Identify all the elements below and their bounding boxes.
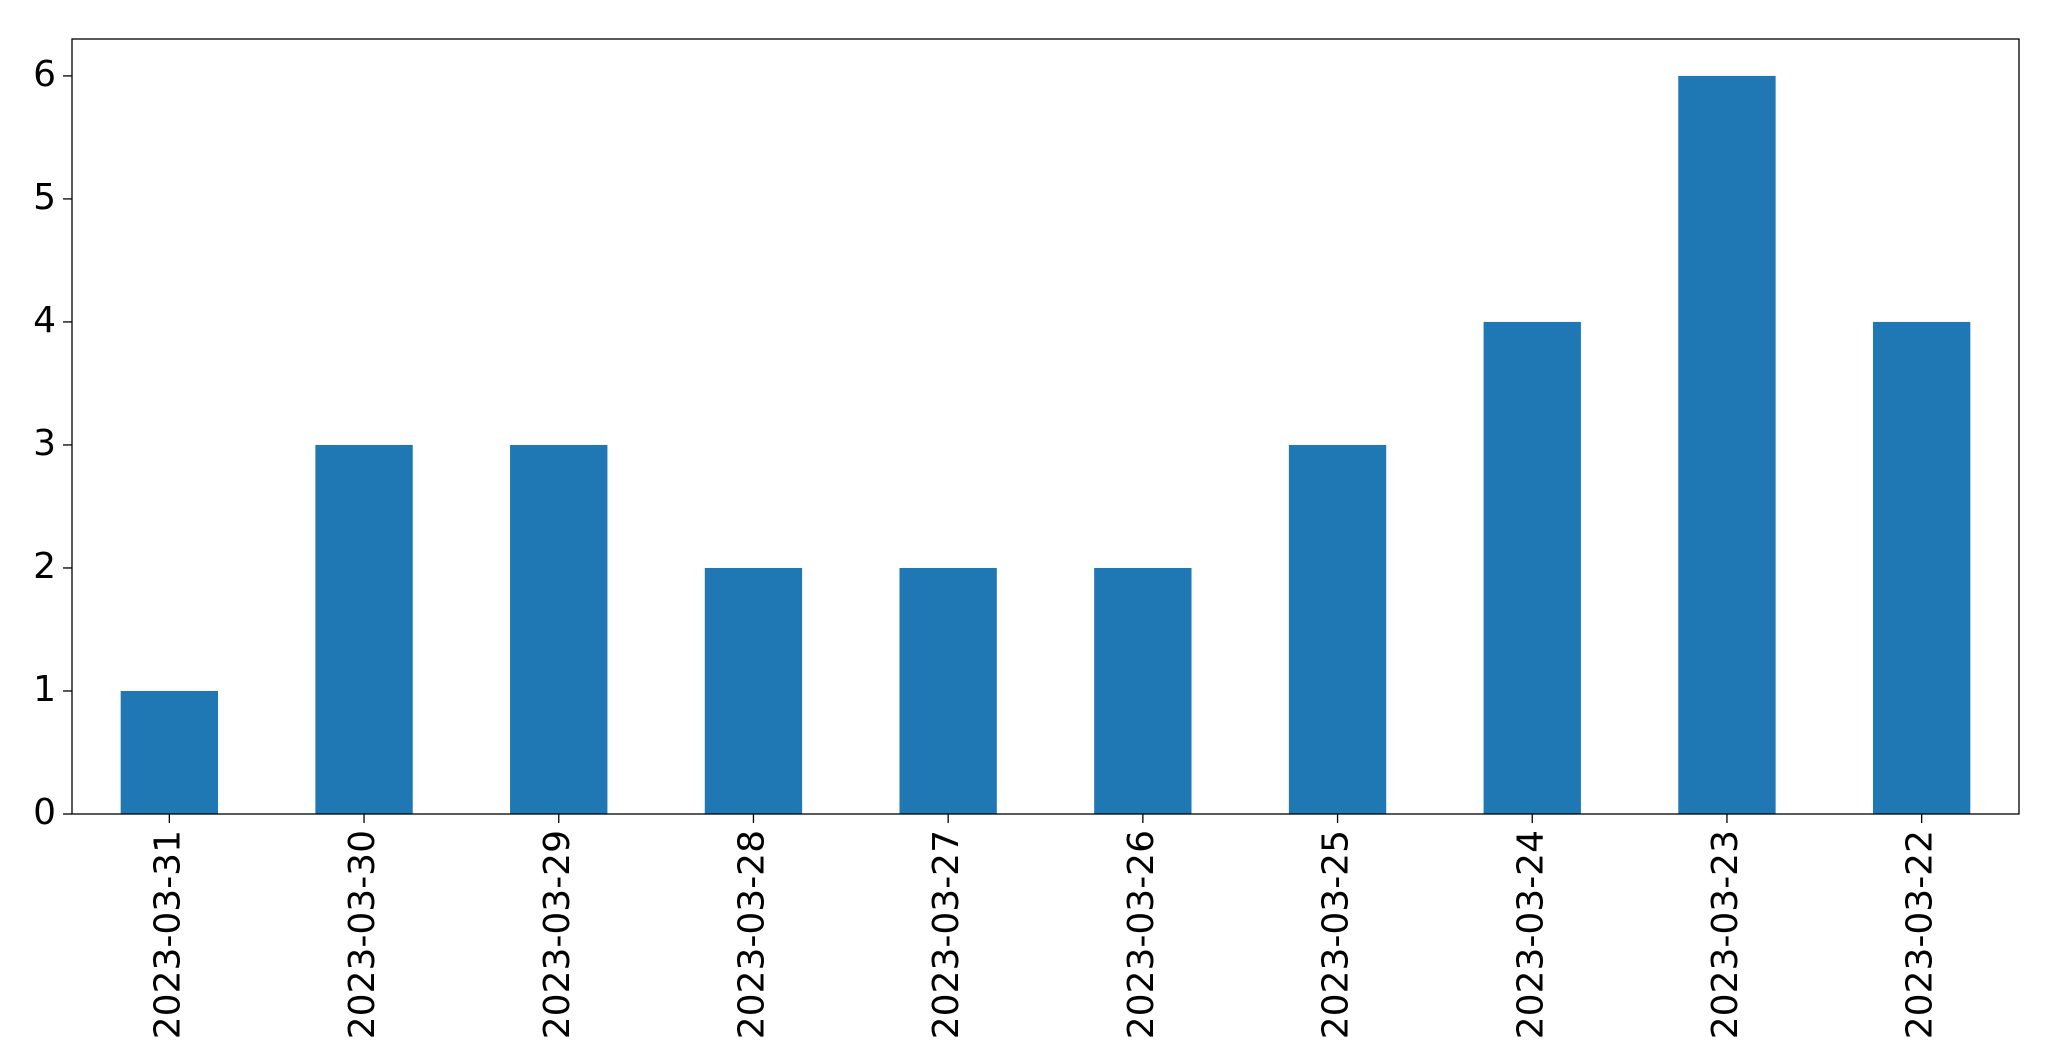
bar bbox=[1094, 567, 1192, 814]
y-tick-label: 3 bbox=[33, 423, 56, 464]
y-tick-label: 1 bbox=[33, 669, 56, 710]
plot-frame bbox=[71, 38, 2020, 815]
y-tick-label: 2 bbox=[33, 546, 56, 587]
bar bbox=[1872, 321, 1971, 814]
x-tick-label: 2023-03-31 bbox=[147, 830, 188, 1039]
y-tick-label: 6 bbox=[33, 54, 56, 95]
x-tick-label: 2023-03-29 bbox=[537, 830, 578, 1039]
x-tick-label: 2023-03-30 bbox=[342, 830, 383, 1039]
bar bbox=[1483, 321, 1581, 814]
bar bbox=[704, 567, 803, 814]
y-tick-label: 5 bbox=[33, 177, 56, 218]
bar bbox=[1678, 75, 1776, 814]
x-tick-label: 2023-03-24 bbox=[1510, 830, 1551, 1039]
x-tick-label: 2023-03-25 bbox=[1316, 830, 1357, 1039]
bar bbox=[1288, 444, 1387, 814]
x-tick-label: 2023-03-22 bbox=[1900, 830, 1941, 1039]
x-tick-label: 2023-03-27 bbox=[926, 830, 967, 1039]
y-tick-label: 0 bbox=[33, 792, 56, 833]
x-tick-label: 2023-03-26 bbox=[1121, 830, 1162, 1039]
bar bbox=[120, 690, 219, 814]
x-tick-label: 2023-03-23 bbox=[1705, 830, 1746, 1039]
bar bbox=[510, 444, 608, 814]
x-tick-label: 2023-03-28 bbox=[731, 830, 772, 1039]
y-tick-label: 4 bbox=[33, 300, 56, 341]
bar bbox=[315, 444, 413, 814]
bar bbox=[899, 567, 997, 814]
